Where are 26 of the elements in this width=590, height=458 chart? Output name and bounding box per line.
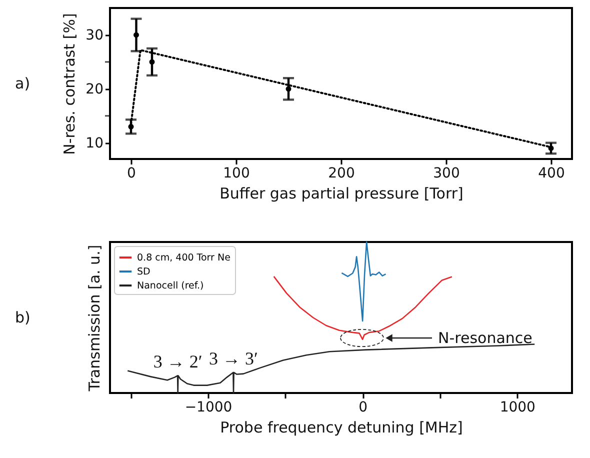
annotation: 3 → 3′ [209, 348, 258, 368]
y-tick-label: 10 [86, 135, 104, 152]
x-tick-label: 0 [358, 400, 368, 416]
point [149, 59, 155, 65]
legend-label: 0.8 cm, 400 Torr Ne [137, 252, 231, 264]
y-tick-label: 20 [86, 81, 104, 98]
y-tick-label: 30 [86, 27, 104, 44]
x-axis-title: Probe frequency detuning [MHz] [220, 418, 463, 436]
x-tick-label: 400 [538, 166, 565, 182]
legend-label: SD [137, 266, 150, 278]
x-tick-label: 1000 [500, 400, 536, 416]
x-tick-label: 0 [127, 166, 136, 182]
y-axis-title: Transmission [a. u.] [86, 244, 104, 392]
x-tick-label: 200 [328, 166, 355, 182]
y-axis-title: N-res. contrast [%] [60, 13, 79, 155]
annotation: N-resonance [438, 329, 532, 347]
point [286, 86, 292, 92]
legend-label: Nanocell (ref.) [137, 280, 204, 292]
annotation: 3 → 2′ [153, 352, 202, 372]
point [134, 32, 139, 38]
x-tick-label: 300 [433, 166, 460, 182]
text: a) [15, 74, 30, 92]
x-tick-label: −1000 [184, 400, 232, 416]
x-tick-label: 100 [223, 166, 250, 182]
x-axis-title: Buffer gas partial pressure [Torr] [220, 184, 464, 202]
text: b) [15, 308, 30, 326]
